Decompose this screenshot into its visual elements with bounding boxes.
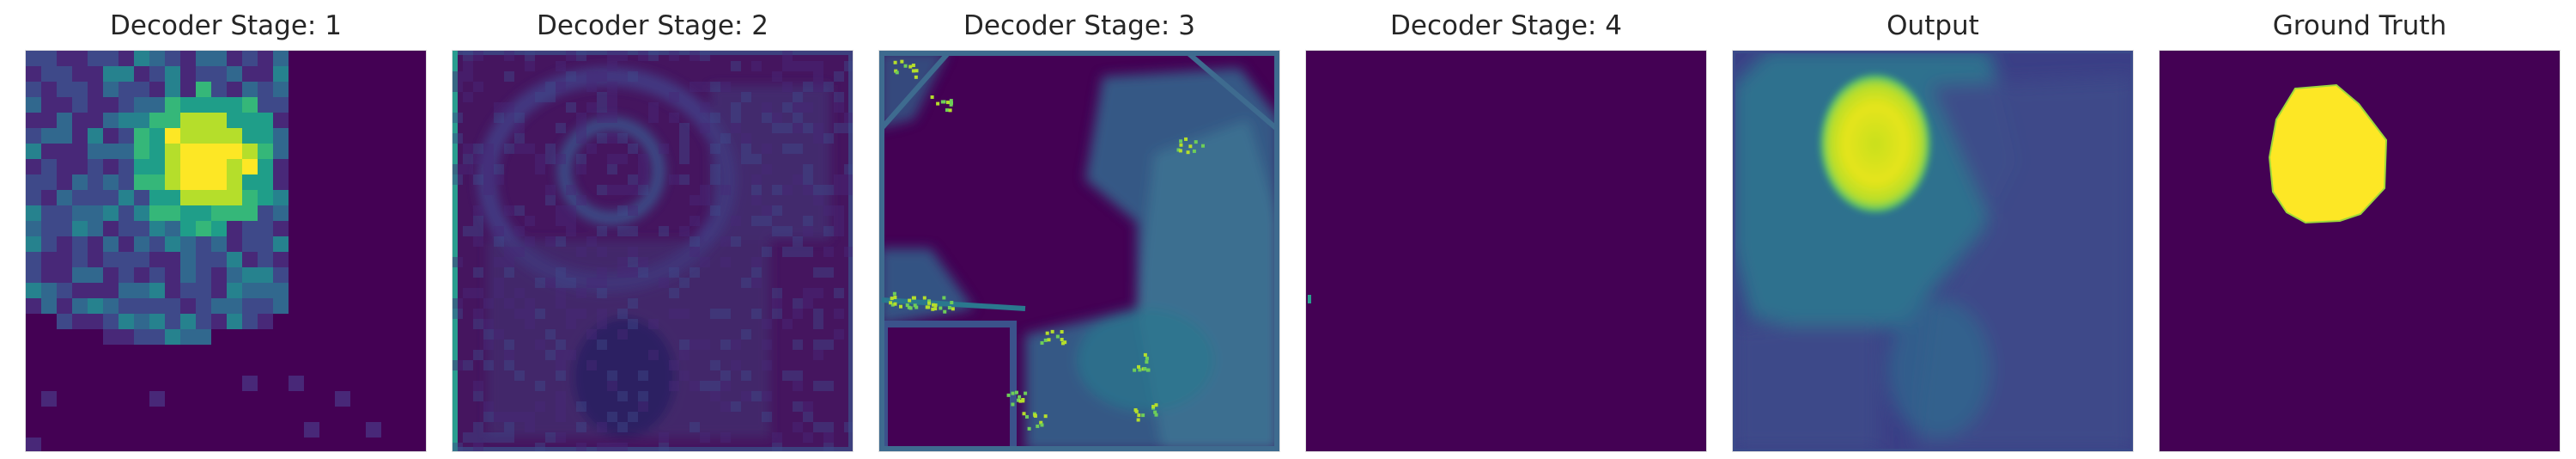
panel-title: Decoder Stage: 3	[963, 10, 1195, 41]
heatmap-decoder-stage-3	[878, 50, 1280, 452]
stage-3-image	[879, 51, 1279, 451]
ground-truth-image	[2160, 51, 2560, 451]
panel-output: Output	[1732, 0, 2134, 459]
heatmap-decoder-stage-2	[452, 50, 854, 452]
heatmap-decoder-stage-4	[1305, 50, 1707, 452]
panel-title: Decoder Stage: 2	[537, 10, 769, 41]
panel-title: Decoder Stage: 4	[1390, 10, 1622, 41]
stage-2-image	[453, 51, 853, 451]
heatmap-output	[1732, 50, 2134, 452]
panel-title: Decoder Stage: 1	[110, 10, 342, 41]
panel-decoder-stage-3: Decoder Stage: 3	[878, 0, 1280, 459]
heatmap-decoder-stage-1	[25, 50, 427, 452]
stage-1-image	[26, 51, 426, 451]
stage-4-image	[1306, 51, 1706, 451]
coarse-activation-grid	[26, 51, 381, 451]
texture-noise	[453, 51, 853, 451]
output-image	[1733, 51, 2133, 451]
mask-ground-truth	[2159, 50, 2561, 452]
panel-decoder-stage-4: Decoder Stage: 4	[1305, 0, 1707, 459]
panel-ground-truth: Ground Truth	[2159, 0, 2561, 459]
ground-truth-mask	[2268, 83, 2388, 224]
activation-sparkles	[889, 59, 1205, 431]
panel-title: Output	[1886, 10, 1979, 41]
panel-decoder-stage-1: Decoder Stage: 1	[25, 0, 427, 459]
panel-decoder-stage-2: Decoder Stage: 2	[452, 0, 854, 459]
panel-title: Ground Truth	[2272, 10, 2447, 41]
